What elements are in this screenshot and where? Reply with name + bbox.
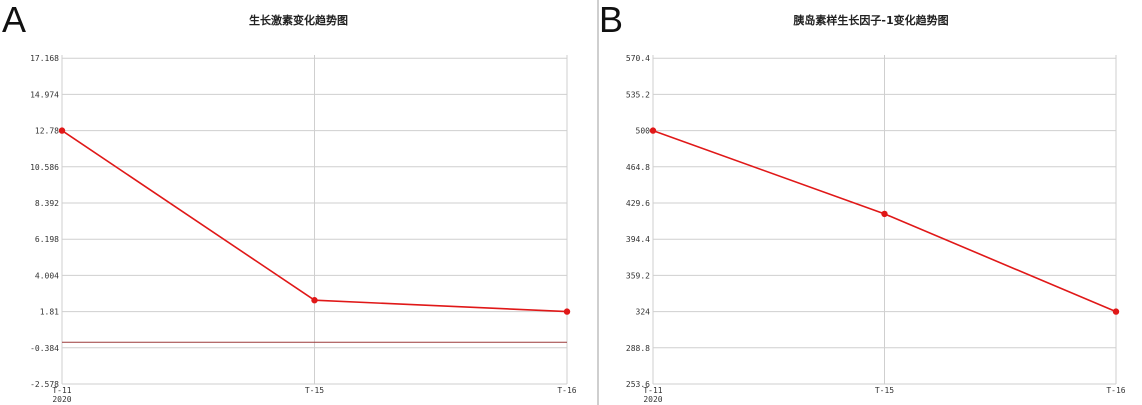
data-point (58, 127, 66, 134)
y-tick-label: 324 (636, 308, 651, 317)
x-tick-label: T-16 (557, 386, 576, 395)
data-point (649, 127, 657, 134)
chart-title-b: 胰岛素样生长因子-1变化趋势图 (793, 14, 949, 27)
x-tick-label: T-11 (52, 386, 71, 395)
y-tick-label: 500 (636, 127, 651, 136)
y-tick-label: 8.392 (35, 199, 59, 208)
y-tick-label: -0.384 (30, 344, 59, 353)
x-tick-label: T-11 (643, 386, 662, 395)
y-tick-label: 359.2 (626, 271, 650, 280)
x-tick-sublabel: 2020 (643, 395, 662, 404)
chart-panel-b: B 胰岛素样生长因子-1变化趋势图 253.6 288.8 324 359.2 394.… (598, 0, 1142, 405)
data-point (563, 308, 571, 315)
x-tick-sublabel: 2020 (52, 395, 71, 404)
y-tick-label: 14.974 (30, 90, 59, 99)
chart-plot-b: 253.6 288.8 324 359.2 394.4 429.6 464.8 500 535.… (626, 54, 1126, 404)
y-tick-label: 1.81 (40, 308, 59, 317)
y-tick-label: 4.004 (35, 271, 59, 280)
chart-plot-a: -2.578 -0.384 1.81 4.004 6.198 8.392 10.586 12.… (30, 54, 577, 404)
y-tick-label: 394.4 (626, 235, 650, 244)
panel-letter-b: B (599, 0, 624, 40)
y-tick-label: 6.198 (35, 235, 59, 244)
x-tick-label: T-15 (875, 386, 894, 395)
data-point (881, 210, 888, 218)
y-tick-label: 464.8 (626, 163, 650, 172)
y-tick-label: 535.2 (626, 90, 650, 99)
y-tick-label: 10.586 (30, 163, 59, 172)
chart-panel-a: A 生长激素变化趋势图 -2.578 -0.384 1.81 4.004 6.198 8.… (0, 0, 598, 405)
y-tick-label: 12.78 (35, 127, 59, 136)
data-point (1112, 308, 1120, 315)
x-tick-label: T-15 (305, 386, 324, 395)
y-tick-label: 570.4 (626, 54, 650, 63)
y-tick-label: 253.6 (626, 380, 650, 389)
x-tick-label: T-16 (1106, 386, 1125, 395)
panel-letter-a: A (2, 0, 27, 40)
y-tick-label: -2.578 (30, 380, 59, 389)
y-tick-label: 288.8 (626, 344, 650, 353)
chart-title-a: 生长激素变化趋势图 (249, 14, 348, 27)
y-tick-label: 429.6 (626, 199, 650, 208)
data-point (311, 297, 318, 304)
y-tick-label: 17.168 (30, 54, 59, 63)
